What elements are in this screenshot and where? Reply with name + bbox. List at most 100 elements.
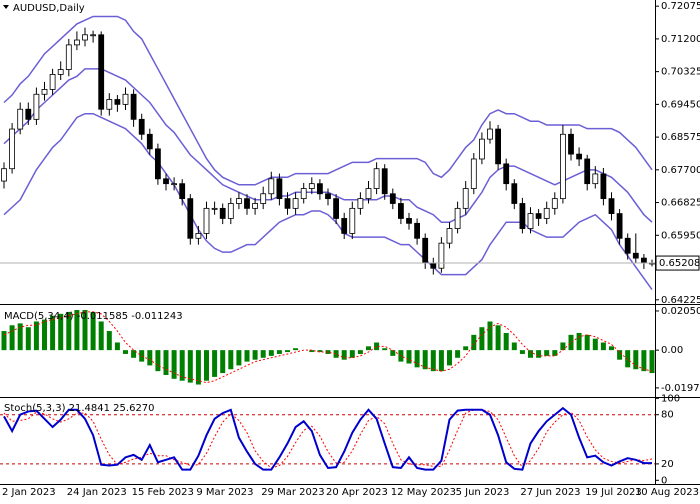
macd-bar xyxy=(276,350,282,354)
macd-bar xyxy=(106,331,112,351)
candle-body xyxy=(98,34,105,110)
candle-body xyxy=(292,198,299,209)
macd-bar xyxy=(357,350,363,354)
candle-body xyxy=(333,198,340,219)
macd-bar xyxy=(382,348,388,351)
macd-bar xyxy=(503,332,509,351)
candle-body xyxy=(592,173,599,185)
macd-bar xyxy=(50,315,56,351)
macd-bar xyxy=(163,350,169,375)
bollinger-upper-band xyxy=(3,15,653,186)
last-price-box xyxy=(655,255,700,271)
macd-bar xyxy=(333,350,339,358)
candle-body xyxy=(568,133,574,155)
macd-bar xyxy=(98,321,104,351)
macd-bar xyxy=(123,350,128,354)
candle-body xyxy=(244,198,250,209)
macd-bar xyxy=(633,350,639,370)
macd-bar xyxy=(82,310,88,351)
candle-body xyxy=(341,218,348,234)
macd-bar xyxy=(171,350,177,379)
candle-body xyxy=(641,257,647,264)
macd-bar xyxy=(236,350,242,366)
candle-body xyxy=(146,133,153,150)
macd-bar xyxy=(155,350,161,372)
candle-body xyxy=(527,213,534,229)
candle-body xyxy=(179,183,186,200)
candle-body xyxy=(519,203,526,229)
candle-body xyxy=(268,178,275,195)
candle-body xyxy=(349,207,356,234)
macd-bar xyxy=(455,350,461,358)
macd-bar xyxy=(17,323,23,351)
macd-bar xyxy=(309,350,315,353)
macd-bar xyxy=(66,311,72,351)
macd-bar xyxy=(609,346,614,351)
x-tick-label: 27 Jun 2023 xyxy=(520,487,580,498)
macd-bar xyxy=(147,350,153,366)
candle-body xyxy=(406,218,412,224)
y-tick-label: 0.72075 xyxy=(661,1,700,12)
y-tick-label: 0 xyxy=(661,475,667,486)
macd-bar xyxy=(552,350,558,356)
candle-body xyxy=(470,158,477,189)
macd-bar xyxy=(641,350,647,372)
macd-bar xyxy=(74,310,80,351)
candle-body xyxy=(187,198,194,239)
candle-body xyxy=(203,207,210,234)
x-tick-label: 29 Mar 2023 xyxy=(261,487,324,498)
macd-bar xyxy=(422,350,428,370)
candle-body xyxy=(90,34,96,37)
candle-body xyxy=(1,168,7,182)
stochastic-title: Stoch(5,3,3) 21.4841 25.6270 xyxy=(4,403,155,414)
candle-body xyxy=(389,193,396,204)
y-tick-label: 0.70325 xyxy=(661,67,700,78)
macd-bar xyxy=(33,321,39,351)
y-tick-label: 20 xyxy=(661,459,674,470)
macd-bar xyxy=(114,342,120,351)
candle-body xyxy=(219,207,226,219)
candle-body xyxy=(438,242,445,269)
x-tick-label: 19 Jul 2023 xyxy=(585,487,642,498)
x-tick-label: 5 Jun 2023 xyxy=(456,487,510,498)
macd-bar xyxy=(536,350,542,358)
y-tick-label: 100 xyxy=(661,393,680,404)
macd-bar xyxy=(187,350,193,383)
macd-bar xyxy=(487,321,493,351)
candle-body xyxy=(252,203,259,209)
macd-bar xyxy=(325,350,331,354)
macd-bar xyxy=(260,350,266,358)
macd-bar xyxy=(317,350,323,353)
candle-body xyxy=(284,198,291,209)
candle-body xyxy=(171,183,178,186)
candle-body xyxy=(195,233,202,239)
macd-bar xyxy=(438,350,444,372)
candle-body xyxy=(227,203,234,219)
candle-body xyxy=(495,128,502,165)
candle-body xyxy=(632,252,639,259)
candle-body xyxy=(365,188,372,200)
macd-bar xyxy=(390,350,396,356)
macd-bar xyxy=(479,327,485,351)
x-tick-label: 12 May 2023 xyxy=(391,487,456,498)
bollinger-lower-band xyxy=(3,112,653,290)
candle-body xyxy=(511,183,518,204)
x-tick-label: 9 Mar 2023 xyxy=(196,487,253,498)
candle-body xyxy=(430,262,437,269)
candle-body xyxy=(9,128,16,170)
macd-signal xyxy=(3,311,653,384)
candle-body xyxy=(57,69,64,75)
macd-bar xyxy=(471,334,477,351)
y-tick-label: 0.65950 xyxy=(661,230,700,241)
candle-body xyxy=(422,237,429,264)
macd-bar xyxy=(25,327,31,351)
macd-bar xyxy=(625,350,631,368)
candle-body xyxy=(462,188,469,209)
macd-bar xyxy=(495,325,501,351)
candle-body xyxy=(446,228,453,244)
candle-body xyxy=(49,74,56,90)
candle-body xyxy=(163,178,169,185)
candle-body xyxy=(600,173,607,200)
candle-body xyxy=(576,153,582,160)
macd-bar xyxy=(584,334,590,351)
